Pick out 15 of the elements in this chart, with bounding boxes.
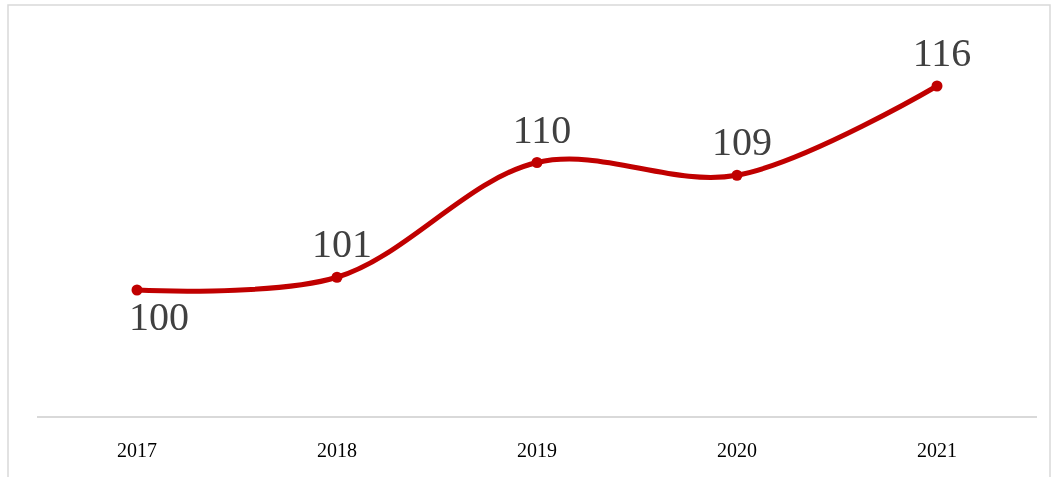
point [931, 80, 943, 92]
data-label: 101 [312, 221, 372, 267]
data-label: 116 [912, 30, 972, 75]
x-tick-label: 2019 [517, 439, 557, 461]
x-tick-label: 2017 [117, 439, 157, 461]
x-tick-label: 2018 [317, 439, 357, 461]
point [331, 271, 343, 283]
data-label: 110 [512, 106, 572, 152]
x-tick-label: 2021 [917, 439, 957, 461]
data-label: 100 [129, 294, 189, 339]
point [531, 157, 543, 168]
x-tick-label: 2020 [717, 439, 757, 461]
point [131, 284, 143, 296]
point [731, 169, 743, 181]
data-label: 109 [712, 119, 772, 165]
